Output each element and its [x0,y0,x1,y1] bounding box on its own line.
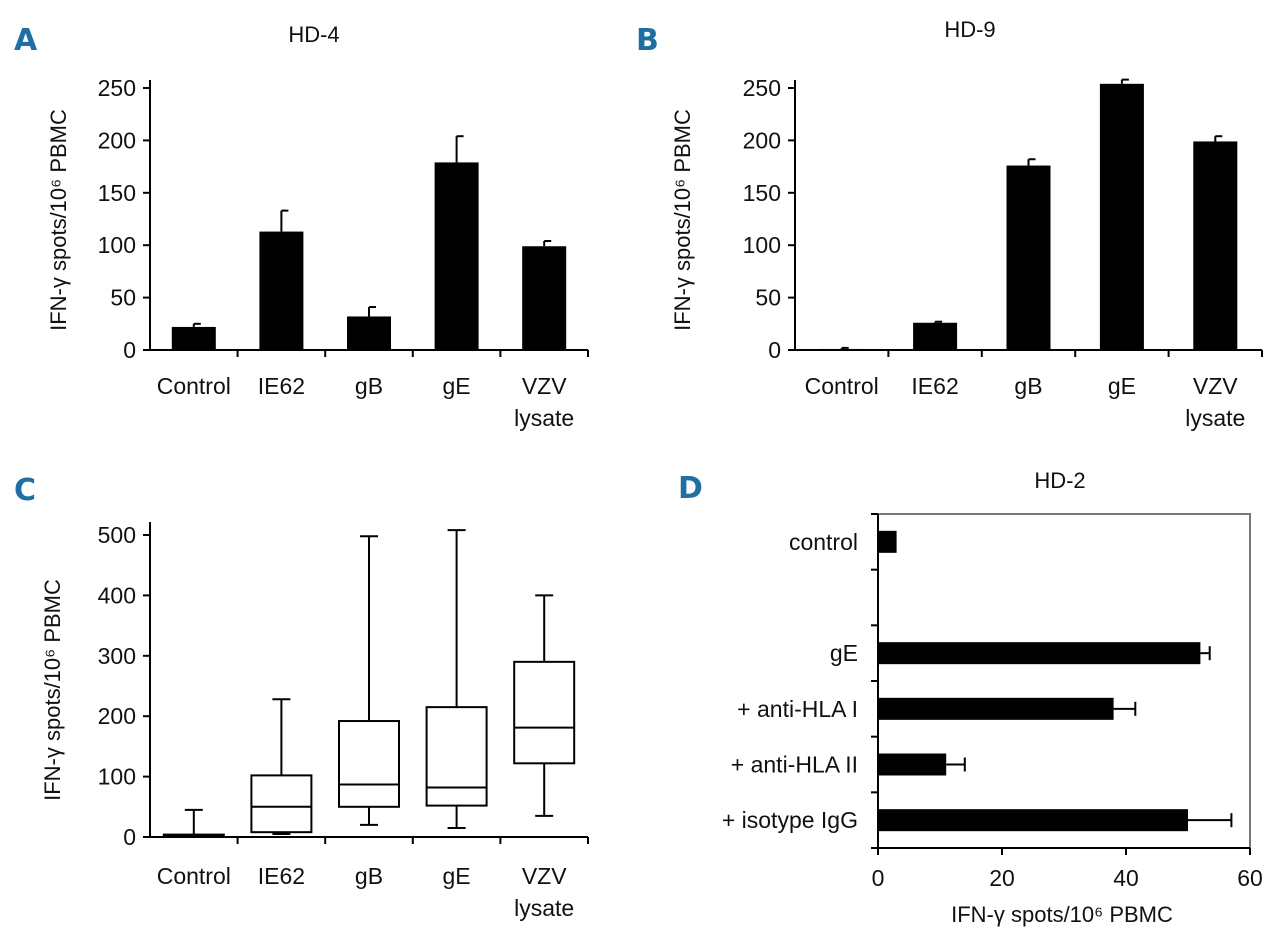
panel-b-bar [1193,141,1238,350]
panel-a-category-label: gE [443,373,471,399]
panel-c-category-label: Control [157,863,231,889]
panel-d-plot-frame [877,513,1251,849]
panel-c-category-label: lysate [514,895,574,921]
panel-a-category-label: VZV [522,373,567,399]
panel-c-box [250,774,313,834]
panel-b-category-label: Control [805,373,879,399]
panel-b-bar [819,348,864,351]
panel-a-y-tick-label: 100 [98,232,136,258]
panel-d-x-tick-label: 0 [872,865,885,891]
panel-d-bar [878,753,947,776]
panel-a-category-label: lysate [514,405,574,431]
panel-b-category-label: lysate [1185,405,1245,431]
panel-b-y-tick-label: 100 [743,232,781,258]
panel-c-box [513,660,576,765]
panel-c-y-tick-label: 500 [98,522,136,548]
panel-c-y-tick-label: 400 [98,582,136,608]
panel-b-y-tick-label: 200 [743,127,781,153]
panel-a-bar [347,316,391,350]
panel-d-x-tick-label: 20 [989,865,1015,891]
panel-a-category-label: Control [157,373,231,399]
panel-d-category-label: gE [830,640,858,666]
panel-b-y-tick-label: 0 [768,337,781,363]
panel-c-y-tick-label: 0 [123,824,136,850]
panel-a-y-tick-label: 250 [98,75,136,101]
panel-d-category-label: + anti-HLA I [737,696,858,722]
panel-c-box [338,720,400,808]
panel-a-bar [259,231,304,350]
panel-d-x-tick-label: 60 [1237,865,1263,891]
panel-c-box [425,706,488,807]
panel-c-category-label: VZV [522,863,567,889]
panel-a-bar [171,326,216,350]
panel-a-y-tick-label: 0 [123,337,136,363]
panel-a-y-tick-label: 50 [110,285,136,311]
panel-b-ylabel: IFN-γ spots/10⁶ PBMC [670,109,695,331]
panel-c-letter: C [14,473,36,508]
panel-b-title: HD-9 [944,17,995,42]
panel-a-category-label: IE62 [258,373,305,399]
panel-c-y-tick-label: 100 [98,764,136,790]
panel-a-category-label: gB [355,373,383,399]
panel-b-category-label: gE [1108,373,1136,399]
panel-a-bar [434,162,479,350]
panel-b-category-label: IE62 [911,373,958,399]
panel-b-category-label: gB [1014,373,1042,399]
panel-d-chart: D HD-2 IFN-γ spots/10⁶ PBMC 0 20 40 60 contr… [678,468,1263,927]
panel-d-letter: D [678,471,703,506]
panel-b-chart: B HD-9 IFN-γ spots/10⁶ PBMC 0 50 100 150 200… [636,17,1263,431]
panel-b-y-tick-label: 150 [743,180,781,206]
panel-b-category-label: VZV [1193,373,1238,399]
panel-c-y-tick-label: 200 [98,703,136,729]
panel-d-bar [878,697,1114,720]
panel-c-y-tick-label: 300 [98,643,136,669]
panel-b-letter: B [636,23,659,58]
panel-b-y-tick-label: 50 [755,285,781,311]
panel-b-bar [1006,165,1051,350]
panel-d-bar [878,530,897,553]
panel-a-chart: A HD-4 IFN-γ spots/10⁶ PBMC 0 50 100 150 200… [14,22,589,431]
panel-d-category-label: + isotype IgG [722,807,858,833]
panel-c-category-label: gE [443,863,471,889]
panel-c-category-label: IE62 [258,863,305,889]
panel-d-x-tick-label: 40 [1113,865,1139,891]
panel-d-bar [878,642,1201,665]
panel-a-letter: A [14,23,38,58]
panel-a-title: HD-4 [288,22,339,47]
panel-a-y-tick-label: 150 [98,180,136,206]
panel-d-xlabel: IFN-γ spots/10⁶ PBMC [951,902,1173,927]
panel-b-bar [1099,83,1144,351]
panel-d-bar [878,809,1188,832]
panel-c-category-label: gB [355,863,383,889]
panel-c-ylabel: IFN-γ spots/10⁶ PBMC [40,579,65,801]
panel-d-category-label: + anti-HLA II [731,752,858,778]
panel-c-chart: C IFN-γ spots/10⁶ PBMC 0 100 200 300 400 500 C… [14,473,589,921]
panel-d-category-label: control [789,529,858,555]
panel-b-bar [913,322,958,350]
panel-d-title: HD-2 [1034,468,1085,493]
panel-a-y-tick-label: 200 [98,127,136,153]
panel-a-bar [522,246,567,350]
panel-a-ylabel: IFN-γ spots/10⁶ PBMC [46,109,71,331]
panel-b-y-tick-label: 250 [743,75,781,101]
